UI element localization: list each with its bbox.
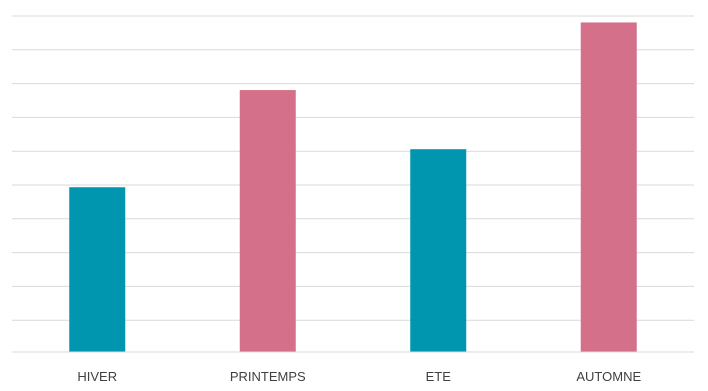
bars (69, 22, 637, 353)
bar-automne (580, 22, 637, 352)
bar-hiver (69, 187, 126, 352)
x-tick-labels: HIVER PRINTEMPS ETE AUTOMNE (77, 369, 641, 384)
gridlines (12, 15, 694, 321)
x-tick-label-printemps: PRINTEMPS (230, 369, 306, 384)
x-tick-label-ete: ETE (426, 369, 452, 384)
x-tick-label-automne: AUTOMNE (576, 369, 641, 384)
bar-ete (410, 149, 467, 352)
x-tick-label-hiver: HIVER (77, 369, 117, 384)
bar-printemps (239, 90, 296, 353)
